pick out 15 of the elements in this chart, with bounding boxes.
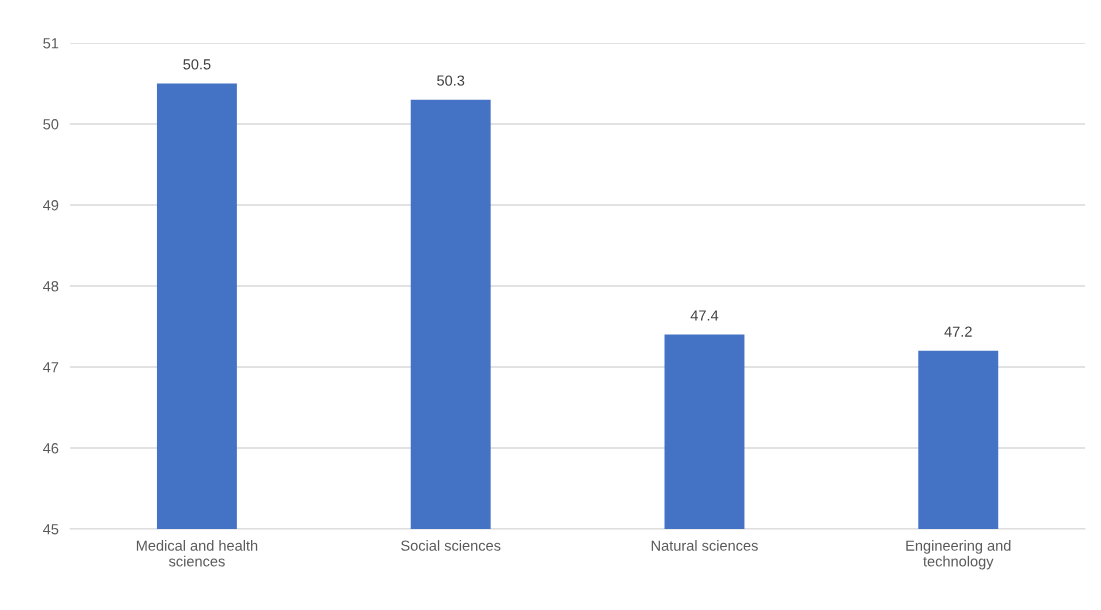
y-tick-label: 47 xyxy=(43,362,59,373)
y-tick-label: 46 xyxy=(43,443,59,454)
y-tick-label: 48 xyxy=(43,281,59,292)
y-tick-label: 49 xyxy=(43,200,59,211)
data-label: 50.5 xyxy=(183,59,211,70)
x-tick-label: Natural sciences xyxy=(651,540,758,551)
x-tick-label: Social sciences xyxy=(401,540,501,551)
x-tick-label: Medical and health sciences xyxy=(136,540,258,567)
data-label: 50.3 xyxy=(437,75,465,86)
data-label: 47.2 xyxy=(944,326,972,337)
data-label: 47.4 xyxy=(690,310,719,321)
y-tick-label: 50 xyxy=(43,119,59,130)
x-tick-label: Engineering and technology xyxy=(906,540,1011,570)
y-tick-label: 45 xyxy=(43,524,59,535)
y-tick-label: 51 xyxy=(43,38,59,49)
